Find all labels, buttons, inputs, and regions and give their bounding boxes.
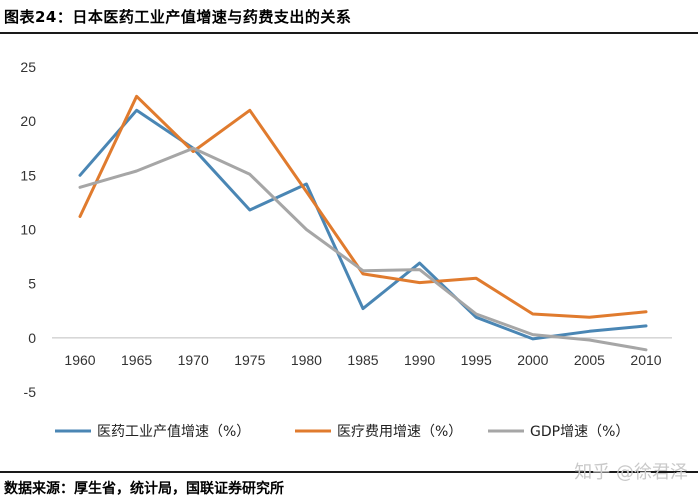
x-tick-label: 1990 [404, 352, 435, 368]
y-axis-ticks: 25 20 15 10 5 0 -5 [20, 59, 36, 400]
legend-label: 医疗费用增速（%） [337, 424, 462, 440]
x-tick-label: 1980 [291, 352, 322, 368]
x-tick-label: 2010 [630, 352, 661, 368]
bottom-rule [0, 471, 698, 473]
line-chart: 25 20 15 10 5 0 -5 1960 1965 1970 1975 1980 1985 199… [20, 59, 672, 440]
x-tick-label: 2005 [574, 352, 605, 368]
chart-title: 图表24：日本医药工业产值增速与药费支出的关系 [4, 8, 352, 26]
data-source: 数据来源：厚生省，统计局，国联证券研究所 [4, 481, 284, 497]
x-tick-label: 1960 [64, 352, 95, 368]
y-tick-label: 10 [20, 222, 36, 238]
x-axis-ticks: 1960 1965 1970 1975 1980 1985 1990 1995 2000 2005… [64, 352, 661, 368]
y-tick-label: 0 [28, 330, 36, 346]
legend: 医药工业产值增速（%） 医疗费用增速（%） GDP增速（%） [55, 424, 629, 440]
y-tick-label: 20 [20, 113, 36, 129]
watermark: 知乎 @徐君泽 [574, 462, 688, 483]
legend-label: 医药工业产值增速（%） [97, 424, 250, 440]
top-rule [0, 32, 698, 34]
y-tick-label: 25 [20, 59, 36, 75]
y-tick-label: 15 [20, 167, 36, 183]
x-tick-label: 1965 [121, 352, 152, 368]
legend-label: GDP增速（%） [530, 424, 629, 440]
series-line-2 [78, 94, 648, 319]
x-tick-label: 1975 [234, 352, 265, 368]
x-tick-label: 1970 [178, 352, 209, 368]
y-tick-label: -5 [24, 384, 37, 400]
series-line-3 [78, 146, 648, 352]
series-lines [78, 94, 648, 352]
x-tick-label: 1985 [347, 352, 378, 368]
x-tick-label: 1995 [461, 352, 492, 368]
y-tick-label: 5 [28, 276, 36, 292]
series-line-1 [78, 108, 648, 341]
x-tick-label: 2000 [517, 352, 548, 368]
